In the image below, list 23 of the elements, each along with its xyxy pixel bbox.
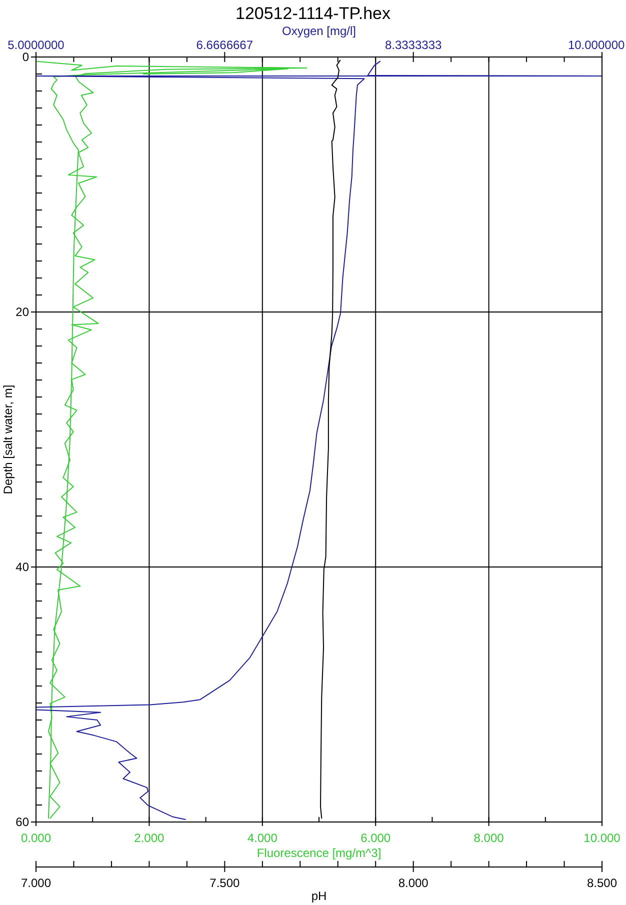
x2-tick-label: 5.0000000 <box>8 38 65 52</box>
chart-title: 120512-1114-TP.hex <box>235 4 391 23</box>
x2-axis-title: Oxygen [mg/l] <box>282 24 356 38</box>
x-tick-label: 7.000 <box>20 876 52 890</box>
x2-tick-label: 10.000000 <box>568 38 625 52</box>
y-tick-label: 40 <box>16 560 30 574</box>
x-tick-label: 6.000 <box>360 831 391 845</box>
x-tick-label: 8.500 <box>586 876 618 890</box>
y-tick-label: 60 <box>16 815 30 829</box>
x2-tick-label: 6.6666667 <box>196 38 254 52</box>
x-tick-label: 7.500 <box>210 876 240 890</box>
x-axis-title: Fluorescence [mg/m^3] <box>256 846 382 860</box>
x-tick-label: 4.000 <box>247 831 278 845</box>
x-tick-label: 10.000 <box>584 831 621 845</box>
x-tick-label: 8.000 <box>398 876 429 890</box>
x-tick-label: 2.000 <box>134 831 165 845</box>
x2-tick-label: 8.3333333 <box>384 38 442 52</box>
y-axis-title: Depth [salt water, m] <box>1 384 15 494</box>
y-tick-label: 20 <box>16 305 30 319</box>
x-axis-title: pH <box>311 889 327 903</box>
y-tick-label: 0 <box>22 50 30 64</box>
x-tick-label: 0.000 <box>20 831 52 845</box>
x-tick-label: 8.000 <box>474 831 504 845</box>
